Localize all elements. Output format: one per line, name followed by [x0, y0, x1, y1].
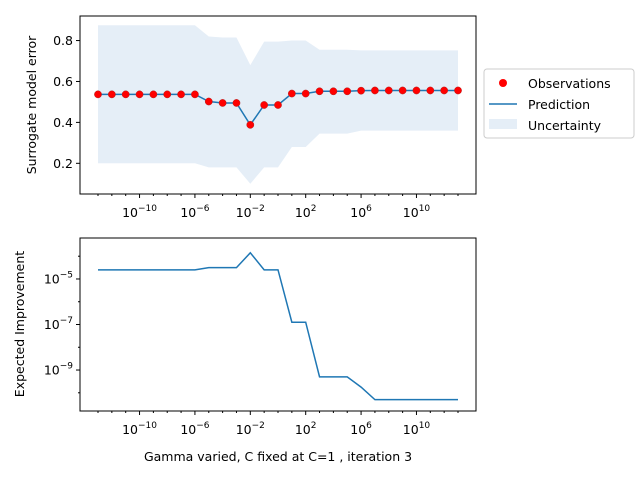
y-tick-label: 10−9: [44, 362, 73, 378]
observation-point: [274, 101, 282, 109]
y-tick-label: 0.2: [53, 156, 73, 171]
observation-point: [371, 86, 379, 95]
bottom-plot-frame: [79, 237, 477, 412]
observation-point: [94, 90, 102, 99]
x-axis-label: Gamma varied, C fixed at C=1 , iteration…: [144, 449, 412, 464]
top-y-axis-label: Surrogate model error: [24, 35, 39, 174]
x-tick-label: 10−2: [236, 204, 265, 220]
x-tick-label: 106: [350, 421, 372, 437]
legend-box: [483, 68, 635, 139]
observation-point: [107, 90, 116, 99]
observation-point: [135, 90, 144, 99]
top-plot: 10−10 10−6 10−2 102 106 1010 0.2 0.4 0.6 0.8 Sur…: [24, 15, 477, 220]
observation-point: [301, 89, 310, 98]
x-tick-label: 10−2: [236, 421, 265, 437]
legend-prediction-label: Prediction: [528, 97, 590, 112]
observation-point: [232, 99, 241, 107]
legend-observations-marker: [499, 79, 507, 87]
legend: Observations Prediction Uncertainty: [483, 68, 635, 139]
observation-point: [287, 89, 296, 98]
expected-improvement-line: [98, 251, 458, 401]
bottom-plot: 10−10 10−6 10−2 102 106 1010 10−9 10−7 10−5 Exp…: [12, 237, 477, 464]
observation-point: [246, 120, 255, 129]
observation-point: [204, 97, 213, 106]
x-tick-label: 10−6: [180, 204, 209, 220]
x-tick-label: 106: [350, 204, 372, 220]
observation-point: [412, 86, 421, 95]
x-tick-label: 10−6: [180, 421, 209, 437]
observation-point: [440, 86, 449, 95]
legend-observations-label: Observations: [528, 76, 611, 91]
observation-point: [218, 99, 227, 107]
observation-point: [191, 90, 199, 99]
observation-point: [260, 101, 269, 109]
x-tick-label: 102: [295, 421, 317, 437]
x-tick-label: 102: [295, 204, 317, 220]
top-y-ticks: 0.2 0.4 0.6 0.8: [53, 33, 80, 171]
y-tick-label: 0.4: [53, 115, 73, 130]
top-x-ticks: 10−10 10−6 10−2 102 106 1010: [97, 194, 459, 220]
observation-point: [121, 90, 130, 99]
observation-point: [149, 90, 158, 99]
x-tick-label: 10−10: [122, 421, 157, 437]
observation-point: [357, 86, 365, 95]
y-tick-label: 10−7: [44, 316, 73, 332]
legend-uncertainty-label: Uncertainty: [528, 118, 602, 133]
bottom-x-ticks: 10−10 10−6 10−2 102 106 1010: [97, 411, 459, 437]
x-tick-label: 1010: [403, 204, 431, 220]
observation-point: [343, 87, 352, 96]
observation-point: [177, 90, 185, 99]
observation-point: [329, 87, 338, 96]
legend-uncertainty-swatch: [489, 119, 517, 129]
expected-improvement-series: [98, 251, 458, 401]
observation-point: [315, 87, 324, 96]
observation-points: [94, 86, 462, 129]
observation-point: [163, 90, 172, 99]
y-tick-label: 10−5: [44, 270, 73, 286]
x-tick-label: 10−10: [122, 204, 157, 220]
observation-point: [454, 86, 462, 95]
observation-point: [426, 86, 435, 95]
bottom-y-ticks: 10−9 10−7 10−5: [44, 255, 80, 394]
observation-point: [384, 86, 393, 95]
observation-point: [398, 86, 407, 95]
bottom-y-axis-label: Expected Improvement: [12, 251, 27, 397]
x-tick-label: 1010: [403, 421, 431, 437]
y-tick-label: 0.8: [53, 33, 73, 48]
y-tick-label: 0.6: [53, 74, 73, 89]
